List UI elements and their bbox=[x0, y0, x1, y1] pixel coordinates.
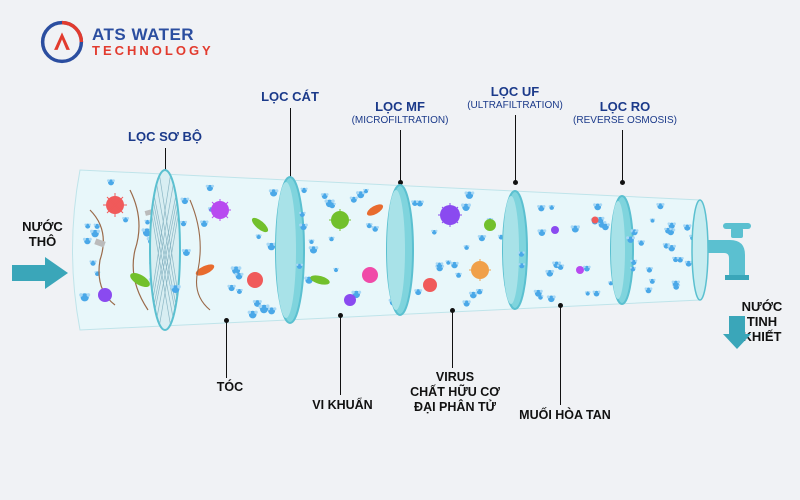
leader-dot-icon bbox=[558, 303, 563, 308]
leader-dot-icon bbox=[338, 313, 343, 318]
leader-dot-icon bbox=[224, 318, 229, 323]
stage-label-3: LỌC UF(ULTRAFILTRATION) bbox=[465, 85, 565, 111]
stage-label-2: LỌC MF(MICROFILTRATION) bbox=[350, 100, 450, 126]
leader-line bbox=[340, 315, 341, 395]
logo-text: ATS WATER TECHNOLOGY bbox=[92, 26, 214, 57]
logo-mark-icon bbox=[40, 20, 84, 64]
leader-line bbox=[452, 310, 453, 368]
contaminant-1: VI KHUẨN bbox=[305, 398, 380, 413]
contaminant-2: VIRUSCHẤT HỮU CƠĐẠI PHÂN TỬ bbox=[405, 370, 505, 415]
contaminant-3: MUỐI HÒA TAN bbox=[515, 408, 615, 423]
stage-label-1: LỌC CÁT bbox=[255, 90, 325, 105]
filtration-cylinder bbox=[60, 150, 740, 350]
leader-line bbox=[226, 320, 227, 378]
stage-label-0: LỌC SƠ BỘ bbox=[125, 130, 205, 145]
contaminant-0: TÓC bbox=[205, 380, 255, 395]
leader-line bbox=[560, 305, 561, 405]
logo: ATS WATER TECHNOLOGY bbox=[40, 20, 214, 64]
stage-label-4: LỌC RO(REVERSE OSMOSIS) bbox=[570, 100, 680, 126]
logo-line1: ATS WATER bbox=[92, 26, 214, 44]
logo-line2: TECHNOLOGY bbox=[92, 44, 214, 58]
leader-dot-icon bbox=[450, 308, 455, 313]
